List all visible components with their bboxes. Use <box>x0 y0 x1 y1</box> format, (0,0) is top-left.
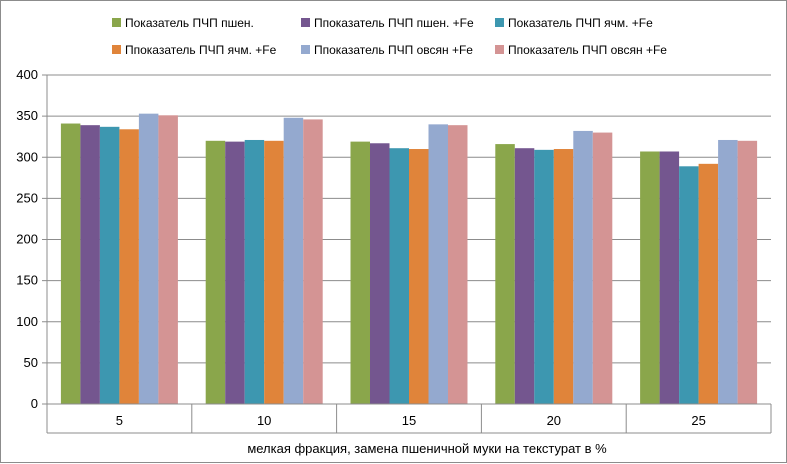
bar <box>495 144 515 404</box>
legend: Показатель ПЧП пшен. Ппоказатель ПЧП пшен… <box>112 16 667 57</box>
bar <box>60 123 81 404</box>
bar <box>119 129 139 404</box>
bar <box>428 124 448 404</box>
y-tick-label: 50 <box>24 355 38 370</box>
bar <box>534 149 554 404</box>
bar <box>448 125 468 405</box>
bar <box>158 115 178 405</box>
x-tick-label: 10 <box>257 413 271 428</box>
bar <box>409 149 429 404</box>
legend-label: Ппоказатель ПЧП овсян +Fe <box>314 43 473 57</box>
x-axis-label: мелкая фракция, замена пшеничной муки на… <box>247 441 607 456</box>
legend-label: Ппоказатель ПЧП ячм. +Fe <box>125 43 277 57</box>
legend-swatch <box>112 18 121 27</box>
bar <box>640 151 660 404</box>
axes <box>42 74 772 434</box>
bar <box>679 166 699 404</box>
bar <box>80 125 100 405</box>
bar <box>370 143 390 404</box>
legend-label: Ппоказатель ПЧП пшен. +Fe <box>314 16 474 30</box>
bar <box>283 117 304 405</box>
legend-label: Показатель ПЧП ячм. +Fe <box>508 16 653 30</box>
bar <box>553 149 574 404</box>
legend-swatch <box>301 18 310 27</box>
y-axis-ticks: 0 50 100 150 200 250 300 350 400 <box>16 67 38 411</box>
bar <box>389 148 409 404</box>
y-tick-label: 250 <box>16 190 38 205</box>
y-tick-label: 0 <box>31 396 38 411</box>
y-tick-label: 200 <box>16 232 38 247</box>
y-tick-label: 300 <box>16 149 38 164</box>
bar <box>99 126 120 404</box>
x-tick-label: 20 <box>547 413 561 428</box>
bar <box>350 141 370 404</box>
legend-swatch <box>495 45 504 54</box>
bar <box>244 139 265 405</box>
bar <box>659 151 680 404</box>
bars <box>60 113 758 405</box>
legend-label: Показатель ПЧП пшен. <box>125 16 254 30</box>
x-tick-label: 15 <box>402 413 416 428</box>
bar <box>737 140 758 405</box>
x-tick-label: 25 <box>691 413 705 428</box>
y-tick-label: 400 <box>16 67 38 82</box>
y-tick-label: 100 <box>16 314 38 329</box>
legend-label: Ппоказатель ПЧП овсян +Fe <box>508 43 667 57</box>
x-axis-ticks: 5 10 15 20 25 <box>116 413 706 428</box>
bar <box>698 163 719 404</box>
bar <box>573 130 593 404</box>
legend-swatch <box>112 45 121 54</box>
legend-swatch <box>495 18 504 27</box>
y-tick-label: 150 <box>16 273 38 288</box>
bar <box>592 132 613 404</box>
bar <box>138 113 159 404</box>
x-tick-label: 5 <box>116 413 123 428</box>
bar <box>718 139 738 405</box>
bar <box>303 119 323 404</box>
bar <box>225 141 245 404</box>
bar <box>264 140 284 405</box>
y-tick-label: 350 <box>16 108 38 123</box>
bar <box>205 140 226 405</box>
legend-swatch <box>301 45 310 54</box>
bar <box>514 148 535 404</box>
